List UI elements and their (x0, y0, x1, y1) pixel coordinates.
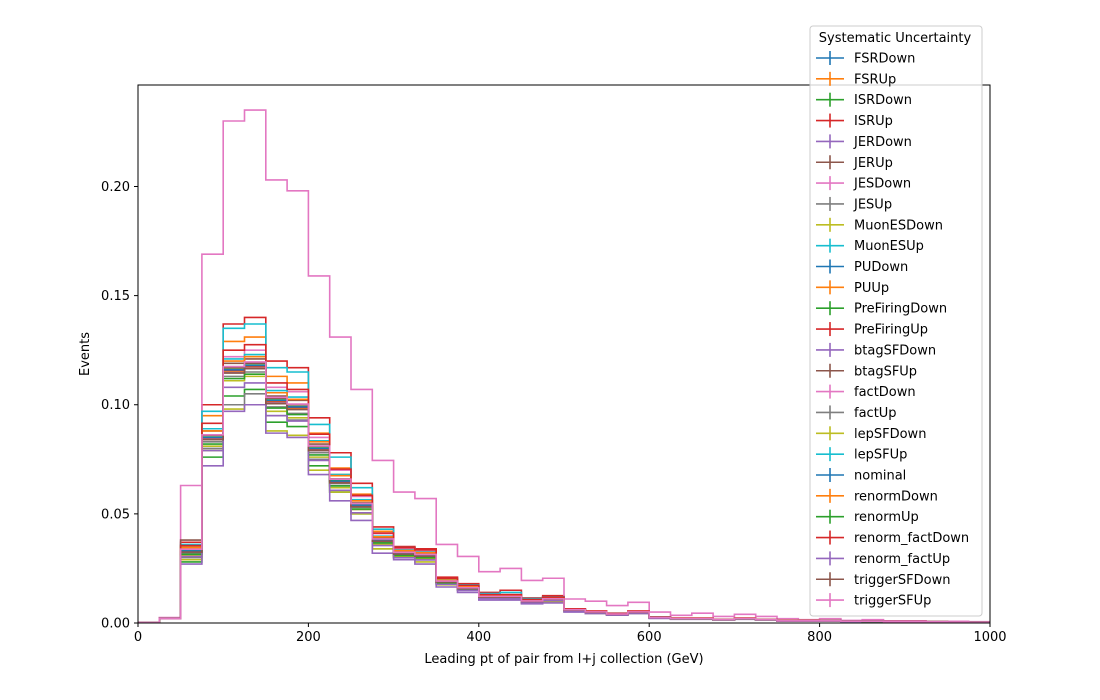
legend-entry-renormDown: renormDown (816, 488, 938, 504)
legend-label: JERUp (853, 156, 893, 171)
legend-label: PUDown (854, 260, 908, 275)
x-tick-label: 200 (296, 630, 321, 645)
legend-entry-factDown: factDown (816, 384, 916, 400)
legend-entry-FSRUp: FSRUp (816, 71, 896, 87)
legend-label: factUp (854, 406, 897, 421)
legend-label: nominal (854, 469, 906, 484)
legend-entry-MuonESUp: MuonESUp (816, 238, 924, 254)
legend-label: PUUp (854, 281, 889, 296)
legend-label: renormUp (854, 510, 919, 525)
legend-label: renormDown (854, 489, 938, 504)
legend-entry-lepSFUp: lepSFUp (816, 447, 907, 463)
legend-entry-triggerSFUp: triggerSFUp (816, 593, 931, 609)
x-tick-label: 400 (466, 630, 491, 645)
legend-label: PreFiringDown (854, 302, 947, 317)
legend-entry-PreFiringUp: PreFiringUp (816, 322, 928, 338)
legend-entry-JERDown: JERDown (816, 134, 912, 150)
legend-label: PreFiringUp (854, 323, 928, 338)
y-tick-label: 0.05 (101, 507, 130, 522)
legend-entry-nominal: nominal (816, 468, 906, 484)
legend-label: JESUp (853, 197, 892, 212)
legend-entry-btagSFUp: btagSFUp (816, 363, 917, 379)
legend-label: factDown (854, 385, 916, 400)
legend-entry-PUDown: PUDown (816, 259, 908, 275)
plot-area (138, 109, 990, 624)
x-tick-label: 600 (637, 630, 662, 645)
legend-label: MuonESDown (854, 218, 943, 233)
legend-entry-btagSFDown: btagSFDown (816, 342, 936, 358)
legend-label: JESDown (853, 177, 911, 192)
legend-label: FSRUp (854, 72, 896, 87)
x-axis: 0 200 400 600 800 1000 (134, 623, 1007, 645)
legend-entry-renorm_factUp: renorm_factUp (816, 551, 950, 567)
legend-entry-PUUp: PUUp (816, 280, 889, 296)
y-axis: 0.00 0.05 0.10 0.15 0.20 (101, 180, 138, 632)
legend-title: Systematic Uncertainty (819, 31, 972, 46)
legend-entry-JESDown: JESDown (816, 176, 911, 192)
x-tick-label: 1000 (973, 630, 1006, 645)
legend-entry-lepSFDown: lepSFDown (816, 426, 926, 442)
legend-entry-factUp: factUp (816, 405, 897, 421)
legend-label: triggerSFDown (854, 573, 950, 588)
legend-label: renorm_factUp (854, 552, 950, 567)
axes-frame (137, 84, 991, 624)
legend-entry-triggerSFDown: triggerSFDown (816, 572, 950, 588)
x-axis-label: Leading pt of pair from l+j collection (… (424, 652, 703, 667)
legend-entry-renormUp: renormUp (816, 509, 919, 525)
x-tick-label: 800 (807, 630, 832, 645)
legend-label: btagSFDown (854, 343, 936, 358)
legend-label: MuonESUp (854, 239, 924, 254)
series-line-triggerSFUp (138, 361, 990, 624)
legend-label: ISRUp (854, 114, 893, 129)
y-tick-label: 0.15 (101, 289, 130, 304)
legend-entry-PreFiringDown: PreFiringDown (816, 301, 947, 317)
legend-label: lepSFUp (854, 448, 907, 463)
legend-entry-renorm_factDown: renorm_factDown (816, 530, 969, 546)
legend-entry-ISRUp: ISRUp (816, 113, 893, 129)
legend-entry-ISRDown: ISRDown (816, 92, 912, 108)
legend: Systematic Uncertainty FSRDown FSRUp ISRDo… (809, 25, 983, 617)
legend-label: JERDown (853, 135, 912, 150)
y-tick-label: 0.10 (101, 398, 130, 413)
legend-label: btagSFUp (854, 364, 917, 379)
legend-entry-FSRDown: FSRDown (816, 51, 915, 67)
legend-box (809, 25, 983, 617)
legend-items: FSRDown FSRUp ISRDown ISRUp JERDown JERUp JESD… (816, 51, 969, 609)
legend-label: triggerSFUp (854, 594, 931, 609)
legend-label: lepSFDown (854, 427, 926, 442)
x-tick-label: 0 (134, 630, 142, 645)
y-tick-label: 0.20 (101, 180, 130, 195)
series-line-JESDown (138, 109, 990, 624)
legend-entry-JESUp: JESUp (816, 196, 892, 212)
legend-entry-JERUp: JERUp (816, 155, 893, 171)
legend-label: FSRDown (854, 52, 915, 67)
y-tick-label: 0.00 (101, 617, 130, 632)
legend-entry-MuonESDown: MuonESDown (816, 217, 943, 233)
legend-label: ISRDown (854, 93, 912, 108)
y-axis-label: Events (78, 332, 93, 376)
legend-label: renorm_factDown (854, 531, 969, 546)
